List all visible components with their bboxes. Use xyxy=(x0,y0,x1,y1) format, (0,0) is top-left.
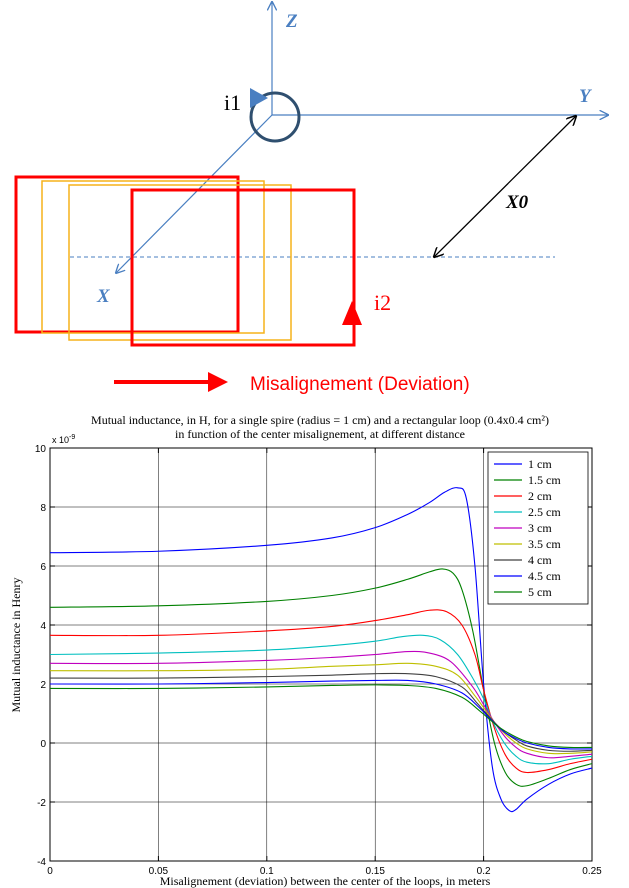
legend: 1 cm 1.5 cm 2 cm 2.5 cm 3 cm 3.5 cm 4 cm 4.5 cm… xyxy=(487,451,589,605)
x-axis-label: X xyxy=(96,286,111,307)
y-tick-label: -2 xyxy=(37,798,46,809)
x-tick-label: 0.05 xyxy=(149,866,169,877)
x-axis-title: Misalignement (deviation) between the ce… xyxy=(160,874,491,888)
legend-entry: 2.5 cm xyxy=(528,505,561,519)
loop-position-2 xyxy=(41,180,265,334)
loop-position-1 xyxy=(14,175,240,334)
z-axis-label: Z xyxy=(285,11,298,32)
loop-position-4 xyxy=(130,188,356,347)
y-tick-label: 0 xyxy=(40,739,46,750)
series-line-4-cm xyxy=(49,672,593,752)
y-tick-label: 8 xyxy=(40,503,46,514)
x0-distance-arrow xyxy=(434,116,576,257)
chart-title: Mutual inductance, in H, for a single sp… xyxy=(91,413,549,427)
plot-area: 0 0.05 0.1 0.15 0.2 0.25 -4 -2 0 2 4 6 8 10 xyxy=(35,444,602,877)
legend-entry: 4.5 cm xyxy=(528,569,561,583)
misalignment-label: Misalignement (Deviation) xyxy=(250,374,470,395)
chart-subtitle: in function of the center misalignement,… xyxy=(175,427,465,441)
x-tick-label: 0.1 xyxy=(260,866,274,877)
i1-arrow-icon xyxy=(250,88,268,108)
series-line-2-cm xyxy=(49,609,593,774)
mutual-inductance-chart: Mutual inductance, in H, for a single sp… xyxy=(9,413,602,888)
y-tick-label: 10 xyxy=(35,444,47,455)
y-tick-label: -4 xyxy=(37,857,46,868)
x-tick-label: 0.15 xyxy=(365,866,385,877)
y-tick-label: 6 xyxy=(40,562,46,573)
series-line-3-cm xyxy=(49,650,593,759)
series-line-3-5-cm xyxy=(49,662,593,755)
legend-entry: 1.5 cm xyxy=(528,473,561,487)
legend-entry: 1 cm xyxy=(528,457,552,471)
x-tick-label: 0.2 xyxy=(477,866,491,877)
y-tick-label: 4 xyxy=(40,621,46,632)
legend-entry: 2 cm xyxy=(528,489,552,503)
series-line-5-cm xyxy=(49,684,593,749)
legend-entry: 4 cm xyxy=(528,553,552,567)
legend-entry: 5 cm xyxy=(528,585,552,599)
y-exponent-label: x 10-9 xyxy=(52,434,75,445)
y-exponent-base: x 10 xyxy=(52,435,69,445)
series-line-1-5-cm xyxy=(49,568,593,787)
i2-label: i2 xyxy=(374,290,391,315)
i1-label: i1 xyxy=(224,90,241,115)
spire-circle xyxy=(249,91,301,143)
y-axis-title: Mutual inductance in Henry xyxy=(9,578,23,713)
x-tick-label: 0 xyxy=(47,866,53,877)
legend-entry: 3.5 cm xyxy=(528,537,561,551)
series-line-2-5-cm xyxy=(49,634,593,765)
i2-arrow-icon xyxy=(342,301,362,325)
x-tick-label: 0.25 xyxy=(582,866,602,877)
y-axis-label: Y xyxy=(579,86,593,107)
loop-position-3 xyxy=(68,184,292,341)
series-line-4-5-cm xyxy=(49,679,593,750)
x-axis xyxy=(116,114,273,273)
series-line-1-cm xyxy=(49,487,593,813)
coil-diagram: Z Y X X0 i2 i1 Misalignement (Deviation) xyxy=(14,0,629,395)
x0-label: X0 xyxy=(505,192,529,213)
y-tick-label: 2 xyxy=(40,680,46,691)
y-exponent-power: -9 xyxy=(69,434,75,441)
legend-entry: 3 cm xyxy=(528,521,552,535)
